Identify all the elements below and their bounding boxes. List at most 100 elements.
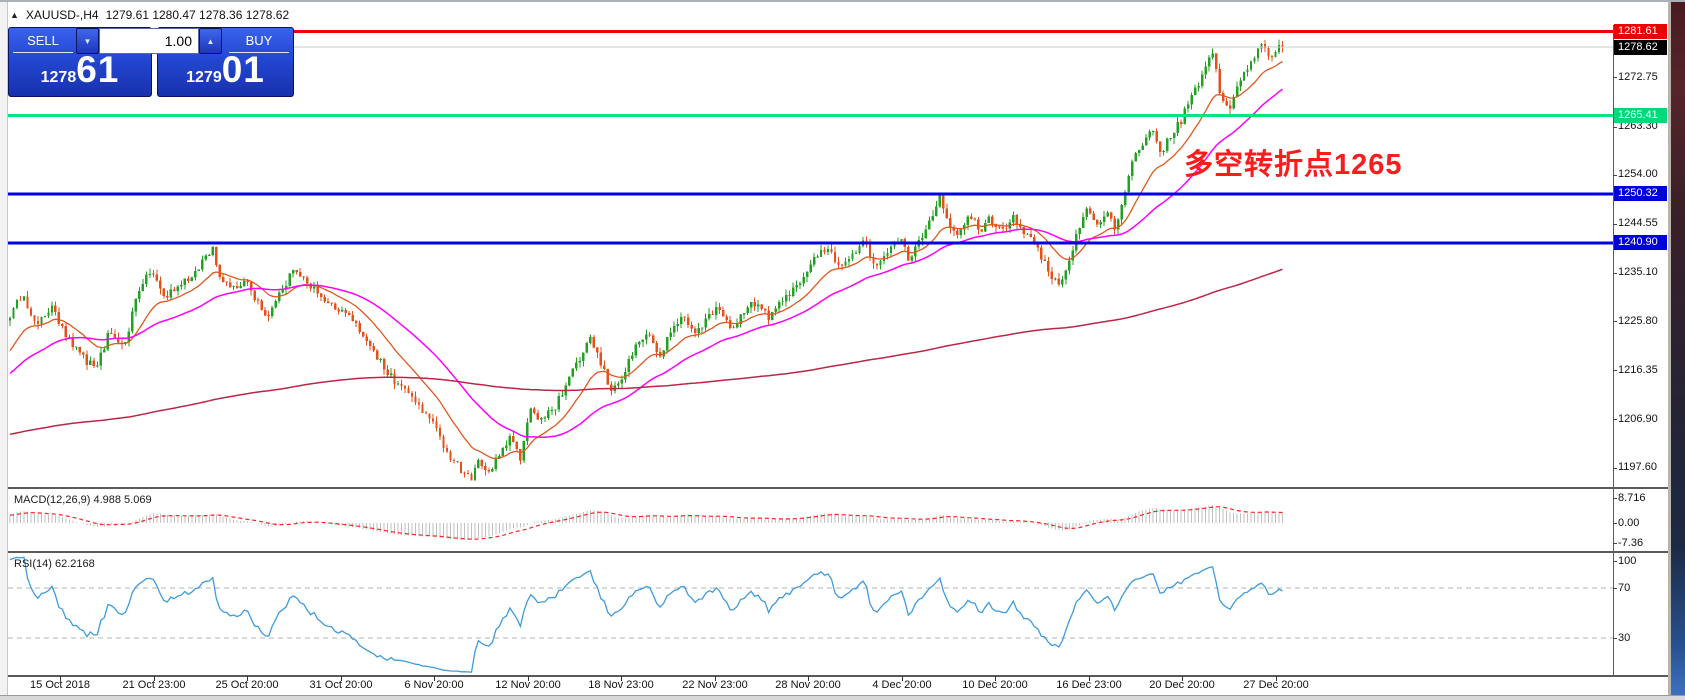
- mid-ma: [9, 88, 1283, 438]
- price-badge-1250.32: 1250.32: [1614, 186, 1667, 202]
- price-axis-tick: [1613, 272, 1617, 274]
- price-axis-label: 1254.00: [1618, 168, 1658, 181]
- time-axis-tick: [1089, 676, 1090, 681]
- rsi-axis-tick: [1613, 588, 1617, 589]
- time-axis-label[interactable]: 25 Oct 20:00: [215, 679, 279, 691]
- macd-axis-tick: [1613, 498, 1617, 499]
- ask-price[interactable]: 127901: [158, 49, 293, 91]
- price-axis-tick: [1613, 370, 1617, 372]
- price-axis-label: 1244.55: [1618, 217, 1658, 230]
- price-axis-tick: [1613, 321, 1617, 323]
- time-axis-tick: [715, 676, 716, 681]
- price-axis-label: 1235.10: [1618, 266, 1658, 279]
- buy-button[interactable]: BUY: [245, 33, 273, 48]
- price-axis-label: 1197.60: [1618, 461, 1657, 473]
- hline-1281.61: [8, 30, 1613, 33]
- price-axis-label: 1225.80: [1618, 314, 1658, 327]
- macd-axis-tick: [1613, 523, 1617, 524]
- price-axis-label: 1272.75: [1618, 70, 1658, 83]
- rsi-axis-label: 70: [1618, 581, 1631, 594]
- bid-price[interactable]: 127861: [9, 49, 151, 91]
- macd-signal-line: [9, 506, 1283, 540]
- time-axis-label[interactable]: 4 Dec 20:00: [872, 679, 932, 691]
- window-left-border: [0, 2, 8, 700]
- bull-candles: [8, 44, 1281, 481]
- time-axis-tick: [621, 676, 622, 681]
- separator-macd-rsi[interactable]: [8, 551, 1668, 553]
- time-axis-label[interactable]: 10 Dec 20:00: [962, 679, 1028, 691]
- time-axis-label[interactable]: 22 Nov 23:00: [682, 679, 748, 691]
- macd-axis-tick: [1613, 543, 1617, 544]
- rsi-axis-label: 30: [1618, 631, 1631, 644]
- rsi-indicator-chart[interactable]: [8, 554, 1613, 675]
- time-axis-tick: [1276, 676, 1277, 681]
- rsi-line: [9, 556, 1283, 673]
- macd-axis-label: 8.716: [1618, 491, 1646, 504]
- hline-1240.9: [8, 241, 1613, 245]
- window-bottom-edge: [0, 695, 1685, 700]
- time-axis-label[interactable]: 20 Dec 20:00: [1149, 679, 1215, 691]
- price-badge-1240.90: 1240.90: [1614, 235, 1667, 251]
- rsi-axis-tick: [1613, 638, 1617, 639]
- volume-decrease-button[interactable]: ▼: [76, 28, 99, 54]
- time-axis-label[interactable]: 18 Nov 23:00: [588, 679, 654, 691]
- hline-1250.32: [8, 192, 1613, 196]
- price-badge-1281.61: 1281.61: [1614, 24, 1667, 39]
- separator-main-macd[interactable]: [8, 487, 1668, 489]
- volume-increase-button[interactable]: ▲: [199, 28, 222, 54]
- symbol-timeframe: XAUUSD-,H4: [25, 7, 99, 22]
- window-top-edge: [0, 0, 1685, 2]
- background-window-strip: [1671, 2, 1685, 700]
- rsi-axis-label: 100: [1618, 554, 1637, 567]
- main-candle-chart[interactable]: [8, 25, 1613, 487]
- time-axis-label[interactable]: 28 Nov 20:00: [775, 679, 841, 691]
- time-axis-tick: [60, 676, 61, 681]
- time-axis-tick: [808, 676, 809, 681]
- price-axis-tick: [1613, 467, 1617, 469]
- time-axis-label[interactable]: 16 Dec 23:00: [1056, 679, 1122, 691]
- time-axis-label[interactable]: 15 Oct 2018: [30, 679, 90, 691]
- bid-price-big: 61: [76, 49, 120, 90]
- time-axis-tick: [154, 676, 155, 681]
- price-axis-label: 1216.35: [1618, 363, 1658, 376]
- price-axis-border: [1613, 25, 1614, 677]
- buy-underline: [229, 52, 289, 53]
- volume-control: ▼ ▲: [76, 28, 230, 54]
- time-axis-label[interactable]: 31 Oct 20:00: [309, 679, 373, 691]
- time-axis-tick: [247, 676, 248, 681]
- ohlc-values: 1279.61 1280.47 1278.36 1278.62: [105, 7, 290, 22]
- sell-underline: [13, 52, 73, 53]
- slow-ma: [9, 268, 1283, 436]
- macd-axis-label: -7.36: [1618, 536, 1644, 549]
- time-axis-label[interactable]: 27 Dec 20:00: [1243, 679, 1309, 691]
- collapse-triangle-icon[interactable]: ▲: [10, 9, 19, 20]
- macd-indicator-chart[interactable]: [8, 490, 1613, 551]
- price-axis-tick: [1613, 174, 1617, 176]
- time-axis-tick: [995, 676, 996, 681]
- hline-1265.41: [8, 114, 1613, 118]
- time-axis-tick: [902, 676, 903, 681]
- bear-candles: [19, 44, 1284, 481]
- time-axis-label[interactable]: 21 Oct 23:00: [122, 679, 186, 691]
- price-badge-1265.41: 1265.41: [1614, 108, 1667, 124]
- price-badge-1278.62: 1278.62: [1614, 39, 1667, 55]
- volume-input[interactable]: [99, 28, 199, 54]
- hline-1278.62: [8, 46, 1613, 48]
- one-click-trading-panel: SELL 127861 BUY 127901 ▼ ▲: [8, 27, 294, 97]
- ask-price-big: 01: [221, 49, 265, 90]
- price-axis-tick: [1613, 77, 1617, 79]
- sell-button[interactable]: SELL: [27, 33, 59, 48]
- chart-annotation-text: 多空转折点1265: [1184, 149, 1403, 181]
- bid-price-small: 1278: [40, 69, 77, 86]
- time-axis-label[interactable]: 6 Nov 20:00: [404, 679, 464, 691]
- chart-title: ▲ XAUUSD-,H4 1279.61 1280.47 1278.36 127…: [10, 7, 289, 22]
- separator-rsi-timeaxis: [8, 675, 1668, 677]
- time-axis-tick: [341, 676, 342, 681]
- macd-histogram: [9, 505, 1283, 540]
- macd-label: MACD(12,26,9) 4.988 5.069: [14, 494, 152, 506]
- time-axis-tick: [1182, 676, 1183, 681]
- rsi-axis-tick: [1613, 561, 1617, 562]
- time-axis-tick: [434, 676, 435, 681]
- time-axis-label[interactable]: 12 Nov 20:00: [495, 679, 561, 691]
